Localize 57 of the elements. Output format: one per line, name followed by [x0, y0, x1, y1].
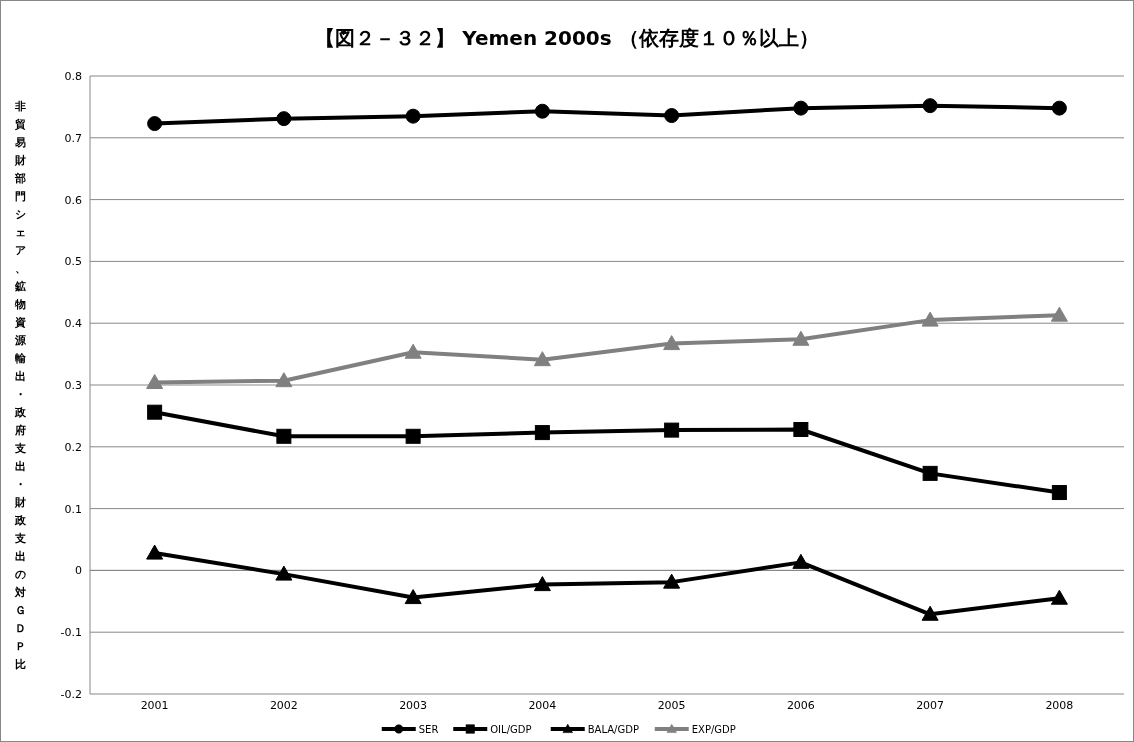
y-tick-label: 0.4	[64, 317, 82, 331]
point	[404, 589, 422, 605]
point	[922, 465, 938, 481]
point	[146, 544, 164, 560]
point	[147, 404, 163, 420]
point	[921, 311, 939, 327]
point	[792, 553, 810, 569]
x-tick-label: 2002	[269, 699, 298, 712]
y-tick-label: 0.7	[64, 131, 82, 145]
x-tick-label: 2004	[528, 699, 557, 712]
point	[147, 116, 163, 132]
point	[663, 573, 681, 589]
point	[533, 351, 551, 367]
y-tick-label: 0.1	[64, 502, 82, 516]
point	[1050, 589, 1068, 605]
point	[405, 428, 421, 444]
y-tick-label: -0.2	[60, 688, 82, 701]
y-tick-label: 0.8	[64, 70, 82, 83]
legend-label: SER	[418, 724, 439, 735]
x-tick-label: 2001	[140, 699, 169, 712]
point	[275, 565, 293, 581]
y-tick-label: 0	[75, 564, 82, 578]
point	[146, 374, 164, 390]
point	[921, 605, 939, 621]
point	[792, 330, 810, 346]
point	[663, 335, 681, 351]
y-tick-label: 0.6	[64, 193, 82, 207]
point	[664, 422, 680, 438]
point	[1050, 306, 1068, 322]
y-tick-label: 0.5	[64, 255, 82, 269]
point	[276, 111, 292, 127]
text: 非貿易財部門シェア、鉱物資源輸出・政府支出・財政支出の対ＧＤＰ比	[14, 100, 26, 671]
x-tick-label: 2007	[916, 699, 945, 712]
x-tick-label: 2008	[1045, 699, 1074, 712]
y-tick-label: 0.2	[64, 440, 82, 454]
y-tick-label: -0.1	[60, 626, 82, 640]
point	[275, 372, 293, 388]
point	[276, 428, 292, 444]
x-tick-label: 2003	[399, 699, 428, 712]
point	[1051, 485, 1067, 501]
legend-label: EXP/GDP	[691, 724, 736, 735]
x-tick-label: 2006	[786, 699, 815, 712]
point	[533, 576, 551, 592]
x-tick-label: 2005	[657, 699, 686, 712]
point	[793, 422, 809, 437]
y-tick-label: 0.3	[64, 379, 82, 392]
legend-label: BALA/GDP	[587, 724, 639, 735]
chart-title: 【図２－３２】 Yemen 2000s （依存度１０％以上）	[315, 26, 819, 50]
point	[534, 103, 550, 119]
point	[793, 100, 809, 116]
point	[405, 108, 421, 124]
point	[404, 343, 422, 359]
point	[534, 425, 550, 441]
point	[664, 108, 680, 124]
point	[1051, 100, 1067, 116]
point	[922, 98, 938, 114]
legend-label: OIL/GDP	[490, 724, 532, 735]
